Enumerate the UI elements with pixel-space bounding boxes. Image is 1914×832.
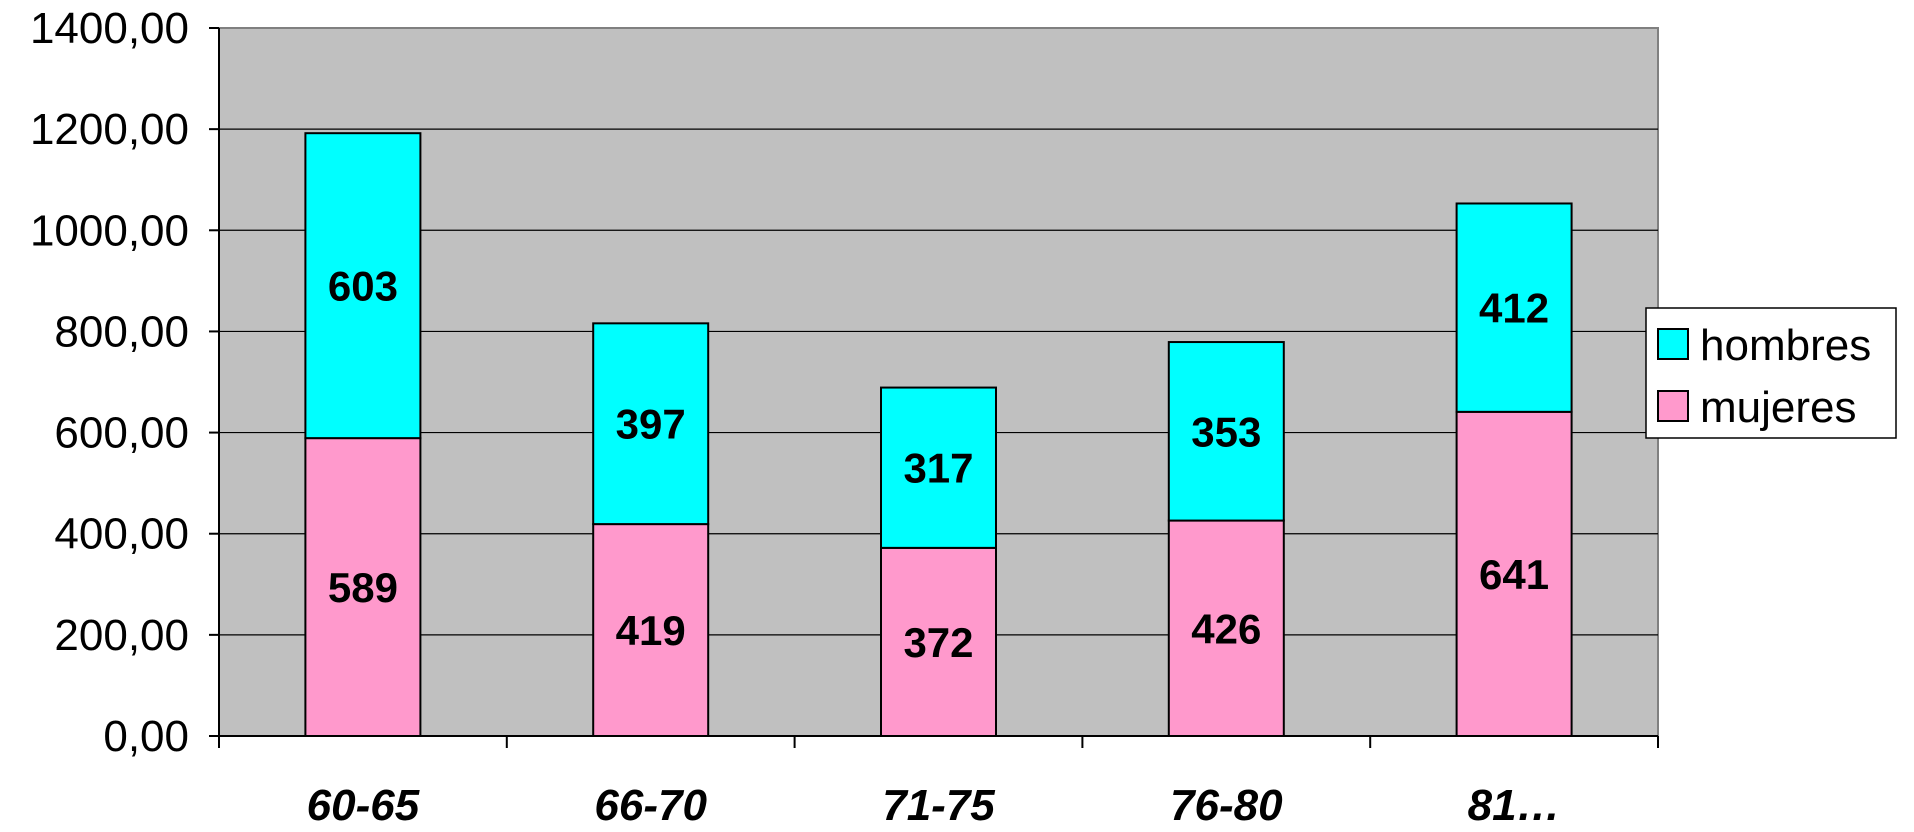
legend-label-hombres: hombres [1700, 321, 1871, 370]
bar-hombres [592, 322, 710, 526]
x-tick-label: 71-75 [882, 781, 995, 827]
y-tick-label: 1400,00 [30, 4, 189, 53]
legend-swatch-hombres [1657, 328, 1689, 360]
bar-mujeres [1455, 410, 1573, 737]
gridlines [219, 128, 1658, 636]
bars [304, 132, 1573, 738]
data-label-hombres: 412 [1479, 285, 1549, 332]
data-label-mujeres: 372 [903, 619, 973, 666]
bar-hombres [1167, 341, 1285, 522]
y-tick-label: 0,00 [103, 712, 189, 761]
y-tick-label: 600,00 [54, 409, 189, 458]
data-label-mujeres: 641 [1479, 551, 1549, 598]
data-label-mujeres: 426 [1191, 605, 1261, 652]
y-tick-label: 1200,00 [30, 105, 189, 154]
data-label-hombres: 397 [616, 401, 686, 448]
y-tick-label: 200,00 [54, 611, 189, 660]
data-labels: 589 603 419 397 372 317 426 353 641 412 [328, 263, 1549, 666]
y-tick-label: 800,00 [54, 307, 189, 356]
data-label-hombres: 353 [1191, 408, 1261, 455]
bar-hombres [880, 386, 997, 549]
bar-hombres [1455, 202, 1573, 413]
bar-mujeres [880, 546, 997, 737]
x-tick-label: 60-65 [307, 781, 420, 827]
x-tick-label: 81… [1468, 781, 1561, 827]
legend-label-mujeres: mujeres [1700, 383, 1857, 432]
x-axis: 60-65 66-70 71-75 76-80 81… [218, 735, 1659, 830]
bar-hombres [304, 132, 422, 440]
data-label-hombres: 317 [903, 445, 973, 492]
legend-swatch-mujeres [1657, 390, 1689, 422]
data-label-hombres: 603 [328, 263, 398, 310]
x-tick-label: 76-80 [1170, 781, 1283, 827]
y-tick-label: 1000,00 [30, 206, 189, 255]
bar-mujeres [304, 437, 422, 737]
data-label-mujeres: 419 [616, 607, 686, 654]
y-axis: 0,00 200,00 400,00 600,00 800,00 1000,00 1200,… [30, 4, 220, 761]
legend: hombres mujeres [1645, 307, 1897, 439]
x-tick-label: 66-70 [594, 781, 707, 827]
data-label-mujeres: 589 [328, 564, 398, 611]
y-tick-label: 400,00 [54, 510, 189, 559]
